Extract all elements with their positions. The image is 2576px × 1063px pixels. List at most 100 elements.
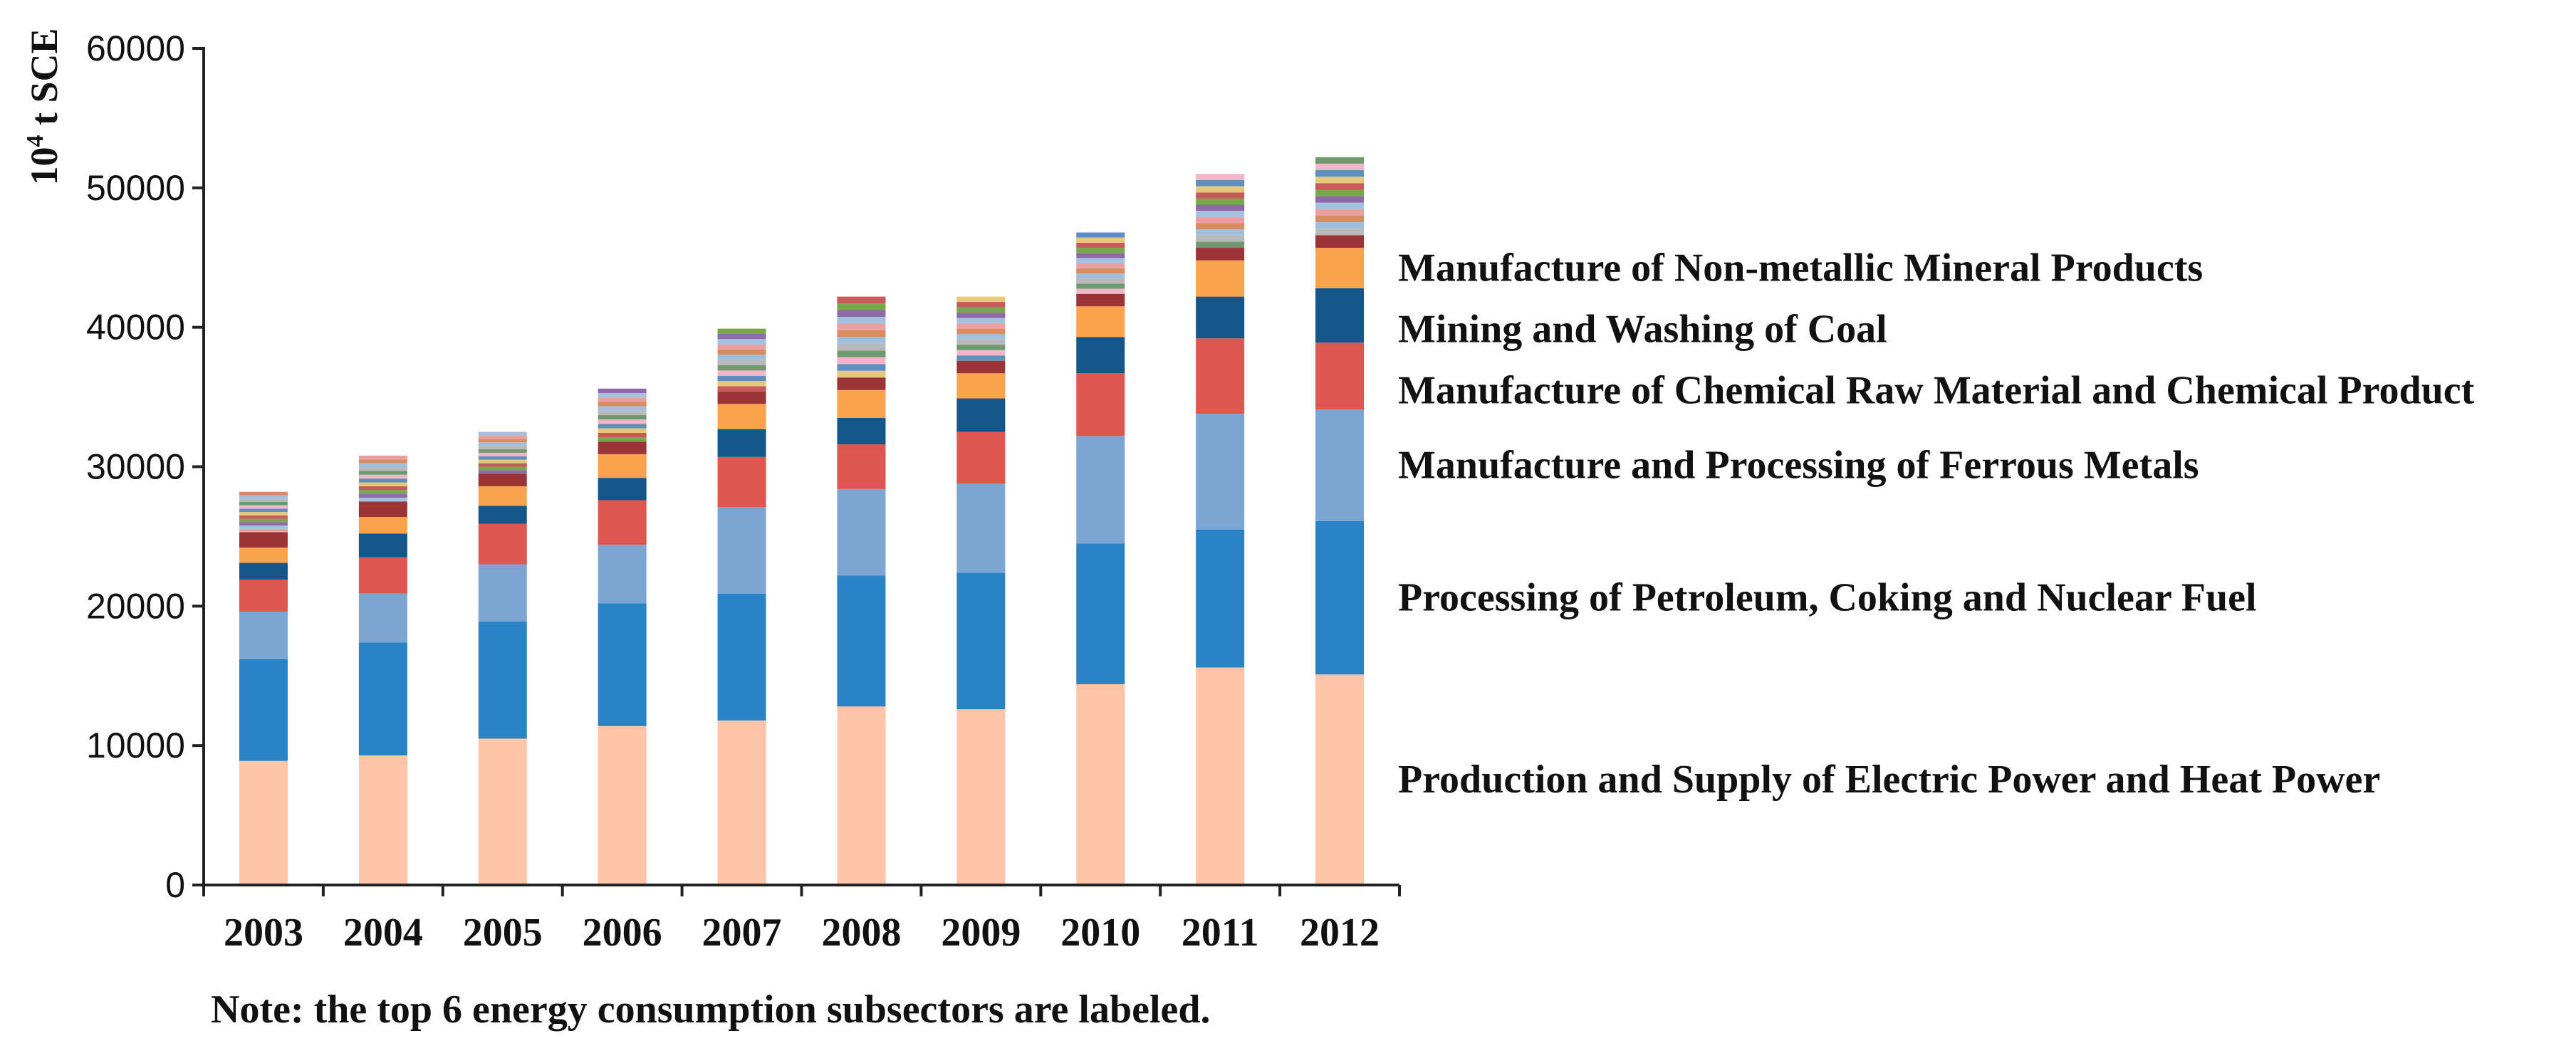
bar-segment <box>239 580 288 612</box>
bar-segment-minor <box>1196 179 1245 187</box>
legend-label: Production and Supply of Electric Power … <box>1398 758 2380 802</box>
bar-segment-minor <box>358 498 407 502</box>
bar-segment-minor <box>239 508 288 513</box>
bar-segment-minor <box>1076 268 1125 273</box>
bar-segment <box>837 377 886 390</box>
bar-segment-minor <box>1076 253 1125 258</box>
bar-segment-minor <box>717 386 766 392</box>
bar-segment-minor <box>837 370 886 378</box>
bar-segment-minor <box>358 455 407 460</box>
bar-segment-minor <box>717 370 766 376</box>
bar-segment-minor <box>717 375 766 382</box>
bar-segment-minor <box>837 323 886 330</box>
bar-segment-minor <box>717 360 766 366</box>
bar-segment <box>956 373 1006 399</box>
bar-segment-minor <box>478 435 527 439</box>
bar-segment <box>956 572 1006 710</box>
bar-segment-minor <box>478 439 527 443</box>
bar-segment-minor <box>239 518 288 523</box>
bar-segment-minor <box>1315 202 1365 209</box>
bar-segment <box>717 507 766 594</box>
bar-segment-minor <box>1196 198 1245 205</box>
bar-segment <box>1076 373 1125 436</box>
bar-segment <box>1196 248 1245 261</box>
bar-segment-minor <box>1315 163 1365 171</box>
bar-segment-minor <box>1196 223 1245 230</box>
bar-segment <box>717 593 766 721</box>
bar-segment <box>837 444 886 489</box>
bar-segment-minor <box>1076 263 1125 268</box>
bar-segment-minor <box>358 493 407 498</box>
bar-segment <box>837 488 886 576</box>
bar-segment-minor <box>837 364 886 371</box>
bar-segment <box>478 523 527 565</box>
bar-segment <box>956 360 1006 374</box>
y-axis: 0 10000 20000 30000 40000 50000 60000 <box>86 28 205 905</box>
bar-segment-minor <box>956 350 1006 356</box>
bar-segment-minor <box>598 406 647 411</box>
bar-segment-minor <box>239 528 288 533</box>
x-tick-label: 2011 <box>1182 911 1259 955</box>
bar-segment-minor <box>1196 235 1245 242</box>
bar-segment-minor <box>478 452 527 456</box>
bar-segment-minor <box>478 466 527 471</box>
bar-segment-minor <box>358 466 407 471</box>
bar-segment-minor <box>1196 241 1245 248</box>
bar-segment-minor <box>598 393 647 398</box>
bar-segment <box>358 533 407 557</box>
bar-segment <box>239 760 288 885</box>
bar-segment <box>1315 674 1365 885</box>
bar-segment <box>837 575 886 707</box>
bar-segment-minor <box>598 424 647 429</box>
bar-segment-minor <box>1196 216 1245 224</box>
bar-segment-minor <box>1315 189 1365 197</box>
x-tick-label: 2003 <box>224 911 303 955</box>
bar-segment <box>1076 306 1125 337</box>
y-tick-label: 10000 <box>86 726 185 765</box>
bar-segment-minor <box>1076 258 1125 263</box>
bar-segment-minor <box>837 357 886 365</box>
bar-segment-minor <box>1196 211 1245 217</box>
bar-segment-minor <box>478 456 527 460</box>
bar-segment-minor <box>837 350 886 357</box>
y-axis-label-exponent: 4 <box>22 135 48 147</box>
bar-segment <box>717 429 766 457</box>
bar-segment <box>239 532 288 548</box>
bar-segment <box>358 517 407 534</box>
bar-segment-minor <box>478 442 527 446</box>
bar-segment <box>1076 337 1125 374</box>
bar-segment <box>837 706 886 885</box>
bar-segment <box>598 478 647 501</box>
bar-segment <box>358 642 407 755</box>
bar-segment <box>1315 288 1365 343</box>
bar-segment-minor <box>478 463 527 467</box>
bar-segment-minor <box>239 505 288 509</box>
x-tick-label: 2007 <box>702 911 782 955</box>
bar-segment-minor <box>1315 157 1365 164</box>
bar-segment <box>837 389 886 418</box>
bar-segment-minor <box>1315 196 1365 203</box>
bar-segment-minor <box>598 415 647 420</box>
bar-segment <box>598 500 647 545</box>
x-axis: 2003 2004 2005 2006 2007 2008 2009 2010 2011 2012 <box>202 884 1401 955</box>
bar-segment-minor <box>1315 177 1365 184</box>
bar-segment <box>1196 260 1245 297</box>
bar-segment <box>717 391 766 404</box>
bar-segment-minor <box>837 343 886 351</box>
legend-label: Processing of Petroleum, Coking and Nucl… <box>1398 576 2257 620</box>
bar-segment-minor <box>1196 229 1245 236</box>
legend: Manufacture of Non-metallic Mineral Prod… <box>1398 246 2475 802</box>
x-tick-label: 2004 <box>343 911 423 955</box>
bar-segment-minor <box>358 463 407 467</box>
bar-segment <box>478 564 527 622</box>
bar-segment-minor <box>478 449 527 453</box>
bar-segment-minor <box>956 318 1006 324</box>
bar-segment-minor <box>239 515 288 519</box>
bar-segment-minor <box>956 307 1006 313</box>
bar-segment-minor <box>1315 209 1365 216</box>
bar-segment-minor <box>478 431 527 436</box>
y-axis-label: 104 t SCE <box>22 28 66 185</box>
bar-segment-minor <box>358 482 407 486</box>
bar-segment-minor <box>239 498 288 502</box>
